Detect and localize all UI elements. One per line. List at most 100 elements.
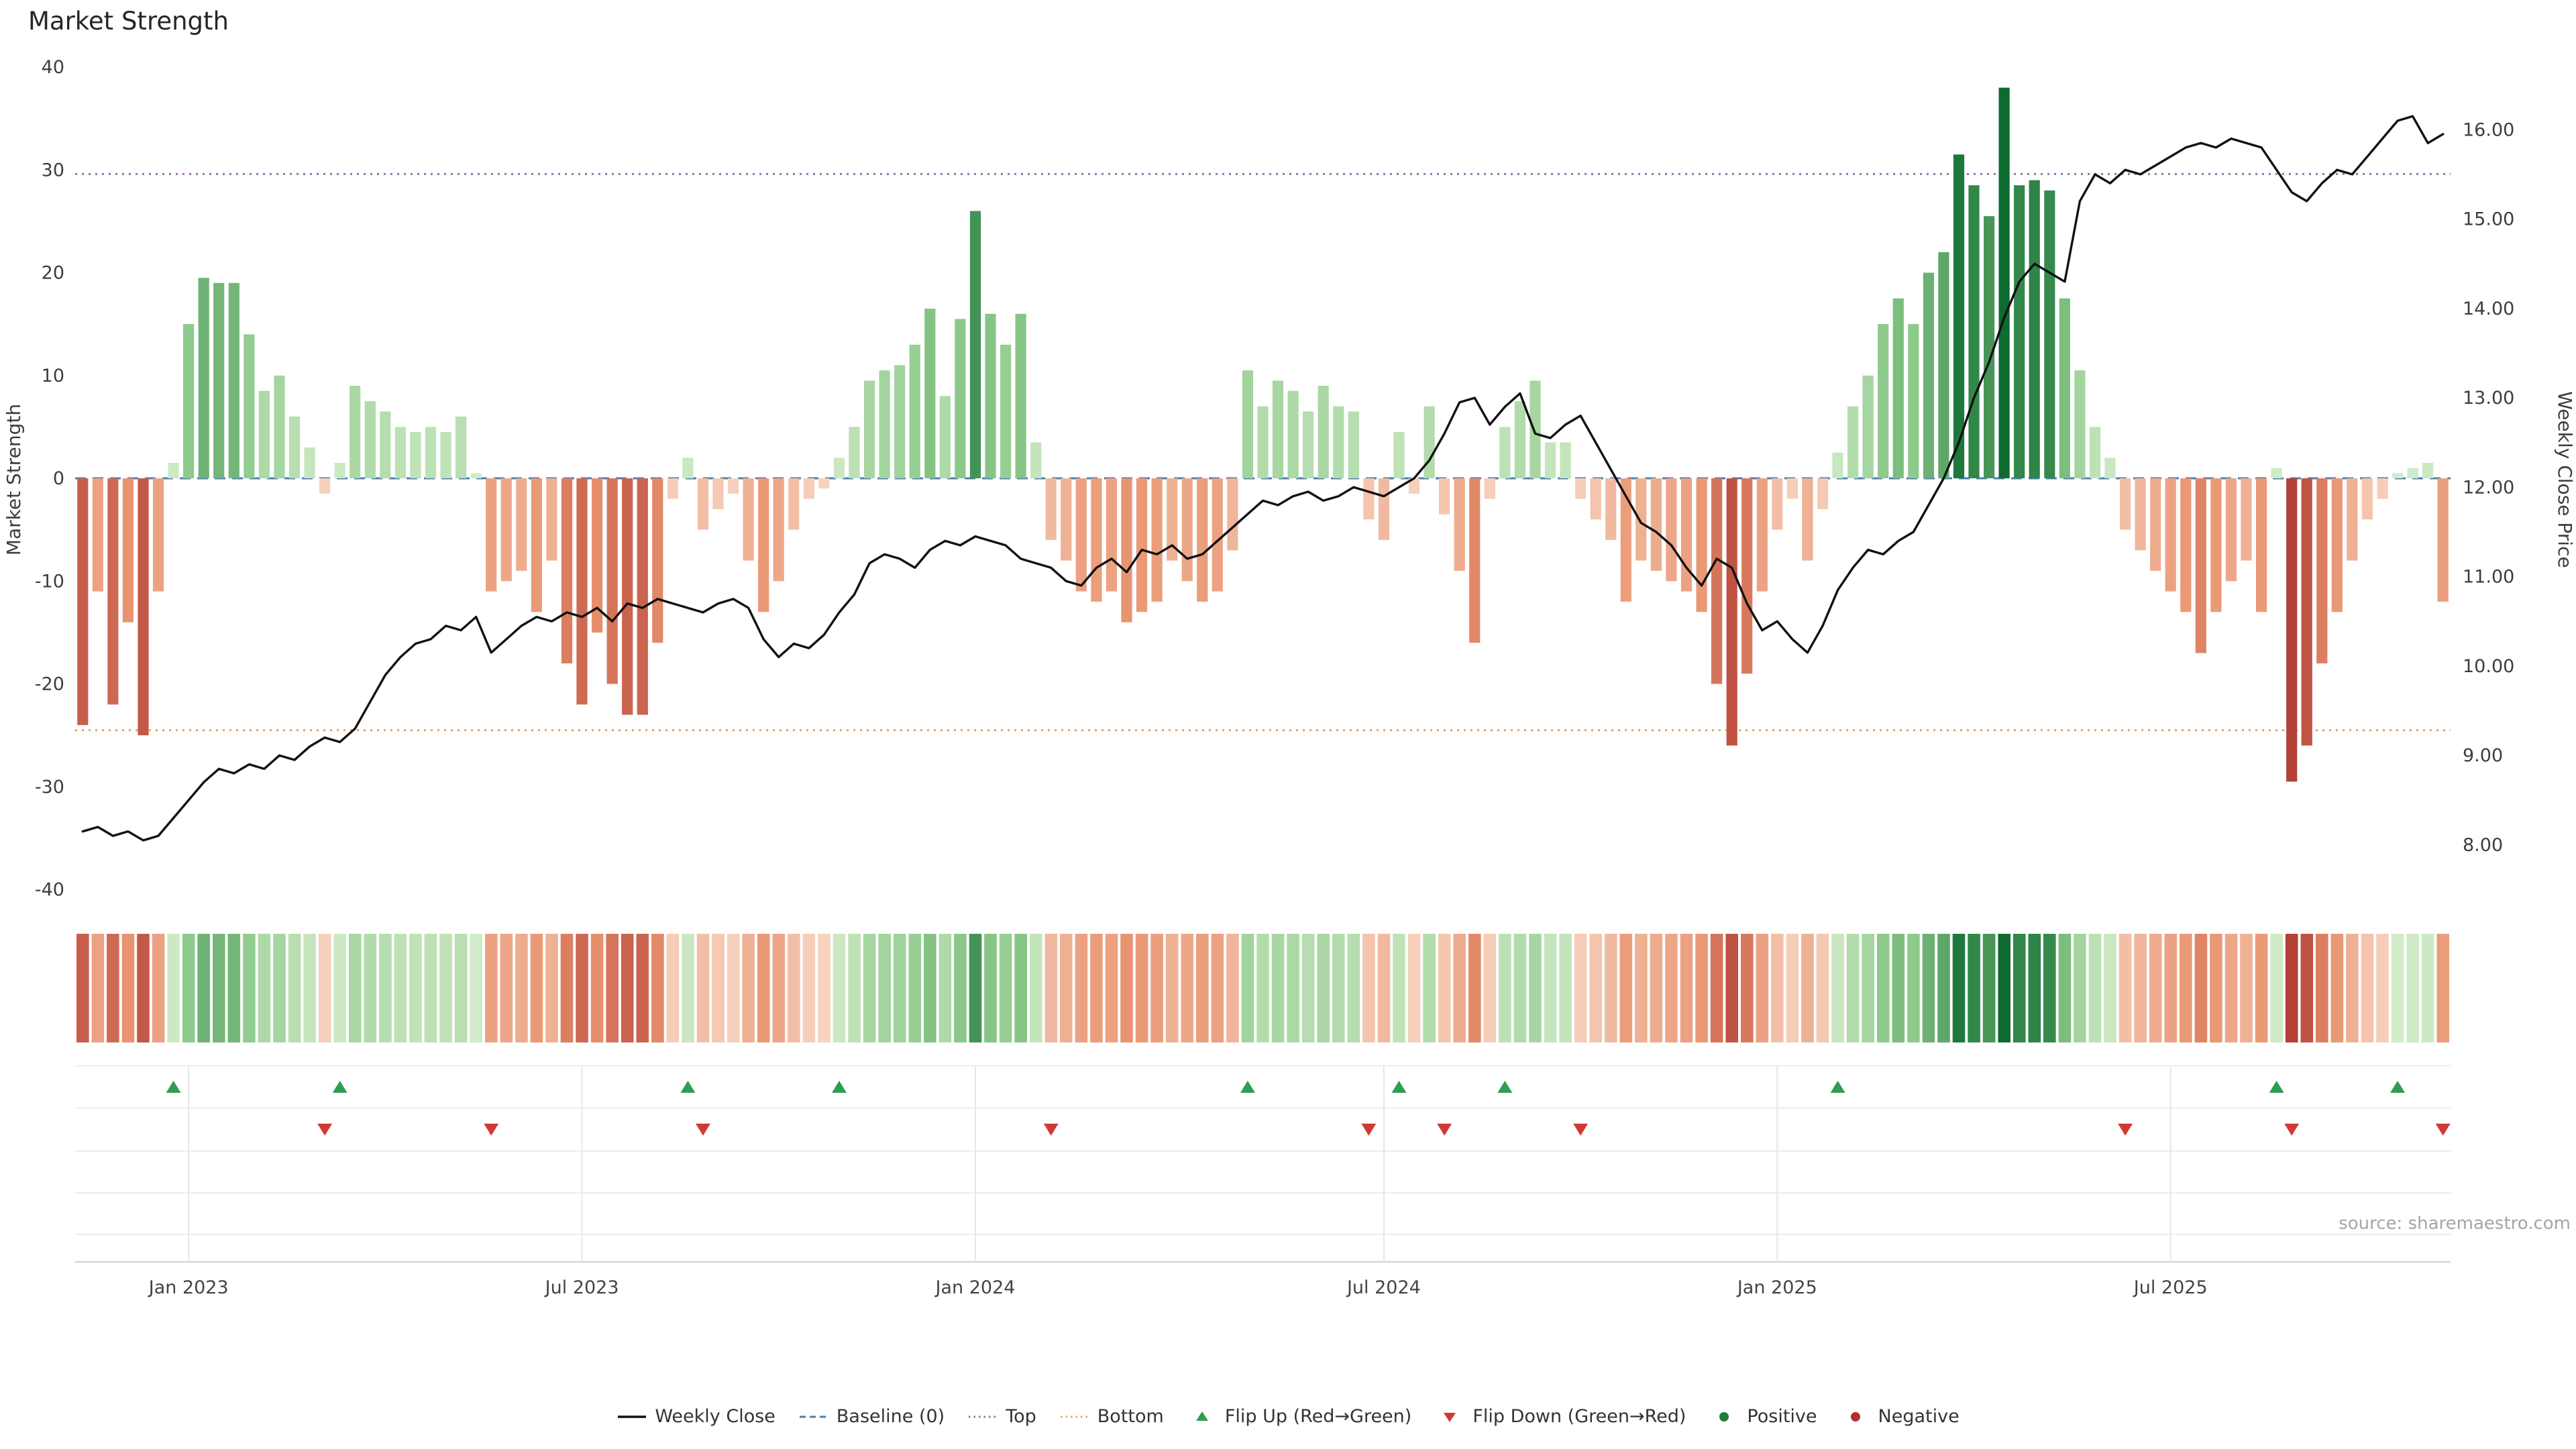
heatmap-cell <box>1665 934 1678 1042</box>
strength-bar <box>2089 427 2101 478</box>
heatmap-cell <box>2164 934 2178 1042</box>
strength-bar <box>1575 478 1587 499</box>
heatmap-cell <box>2088 934 2102 1042</box>
strength-bar <box>1348 411 1359 478</box>
strength-bar <box>2271 468 2282 478</box>
line-icon <box>616 1410 647 1424</box>
heatmap-cell <box>2224 934 2238 1042</box>
strength-bar <box>138 478 149 736</box>
heatmap-cell <box>1044 934 1058 1042</box>
heatmap-cell <box>2376 934 2389 1042</box>
strength-bar <box>1121 478 1132 623</box>
heatmap-cell <box>2104 934 2116 1042</box>
strength-bar <box>652 478 663 643</box>
strength-bar <box>516 478 527 571</box>
strength-bar <box>1363 478 1375 520</box>
strength-bar <box>1045 478 1057 540</box>
strength-bar <box>198 278 209 478</box>
strength-bar <box>2029 180 2040 478</box>
legend-item-flip-down-green-red: Flip Down (Green→Red) <box>1434 1406 1686 1427</box>
heatmap-cell <box>2118 934 2132 1042</box>
heatmap-cell <box>2058 934 2072 1042</box>
left-tick-label: -40 <box>35 879 64 900</box>
flip-down-marker <box>317 1124 333 1136</box>
strength-bar <box>168 463 179 478</box>
legend-item-baseline-0: Baseline (0) <box>798 1406 945 1427</box>
strength-bar <box>1212 478 1223 592</box>
strength-bar <box>1711 478 1723 684</box>
heatmap-cell <box>1756 934 1769 1042</box>
strength-bar <box>1923 272 1934 478</box>
legend-label: Baseline (0) <box>836 1406 945 1427</box>
flip-up-marker <box>831 1081 847 1093</box>
strength-bar <box>2150 478 2161 571</box>
heatmap-cell <box>560 934 574 1042</box>
heatmap-cell <box>1559 934 1572 1042</box>
heatmap-cell <box>878 934 891 1042</box>
strength-bar <box>1015 313 1026 478</box>
strength-bar <box>2331 478 2343 612</box>
right-tick-label: 13.00 <box>2463 388 2514 409</box>
strength-bar <box>1544 442 1556 478</box>
heatmap-cell <box>1438 934 1451 1042</box>
strength-bar <box>894 365 906 478</box>
heatmap-cell <box>1241 934 1254 1042</box>
strength-bar <box>304 447 315 478</box>
triangle-down-icon <box>1434 1410 1465 1424</box>
strength-bar <box>833 458 845 478</box>
heatmap-cell <box>2406 934 2419 1042</box>
heatmap-cell <box>182 934 195 1042</box>
heatmap-cell <box>969 934 982 1042</box>
strength-bar <box>1257 406 1269 478</box>
left-tick-label: 20 <box>42 263 64 284</box>
strength-bar <box>879 370 890 478</box>
heatmap-cell <box>1029 934 1042 1042</box>
heatmap-cell <box>908 934 922 1042</box>
heatmap-cell <box>227 934 241 1042</box>
heatmap-cell <box>545 934 558 1042</box>
strength-bar <box>1197 478 1208 602</box>
strength-bar <box>864 380 875 478</box>
strength-bar <box>2165 478 2176 592</box>
heatmap-cell <box>2255 934 2268 1042</box>
heatmap-cell <box>333 934 346 1042</box>
heatmap-cell <box>1876 934 1890 1042</box>
heatmap-cell <box>1105 934 1118 1042</box>
heatmap-cell <box>1090 934 1103 1042</box>
heatmap-cell <box>1937 934 1950 1042</box>
heatmap-cell <box>500 934 513 1042</box>
legend-label: Negative <box>1878 1406 1960 1427</box>
strength-bar <box>1075 478 1087 592</box>
strength-bar <box>818 478 830 489</box>
strength-bar <box>1484 478 1495 499</box>
strength-bar <box>576 478 588 705</box>
strength-bar <box>122 478 133 623</box>
heatmap-cell <box>1862 934 1874 1042</box>
strength-bar <box>561 478 573 663</box>
strength-bar <box>546 478 557 561</box>
heatmap-cell <box>833 934 846 1042</box>
heatmap-cell <box>621 934 634 1042</box>
heatmap-cell <box>1468 934 1481 1042</box>
strength-bar <box>743 478 754 561</box>
strength-bar <box>274 375 285 479</box>
strength-bar <box>228 282 239 478</box>
strength-bar <box>470 473 482 478</box>
heatmap-cell <box>636 934 649 1042</box>
heatmap-cell <box>2285 934 2298 1042</box>
heatmap-cell <box>2043 934 2056 1042</box>
heatmap-cell <box>712 934 724 1042</box>
heatmap-cell <box>1423 934 1436 1042</box>
strength-bar <box>1938 252 1949 478</box>
strength-bar <box>2241 478 2252 561</box>
strength-bar <box>1061 478 1072 561</box>
heatmap-cell <box>379 934 392 1042</box>
heatmap-cell <box>409 934 422 1042</box>
strength-bar <box>1878 324 1889 478</box>
page-title: Market Strength <box>28 7 229 36</box>
heatmap-cell <box>1786 934 1799 1042</box>
strength-bar <box>2225 478 2237 582</box>
x-tick-label: Jan 2023 <box>148 1277 229 1298</box>
strength-bar <box>939 396 951 478</box>
strength-bar <box>1393 432 1405 478</box>
